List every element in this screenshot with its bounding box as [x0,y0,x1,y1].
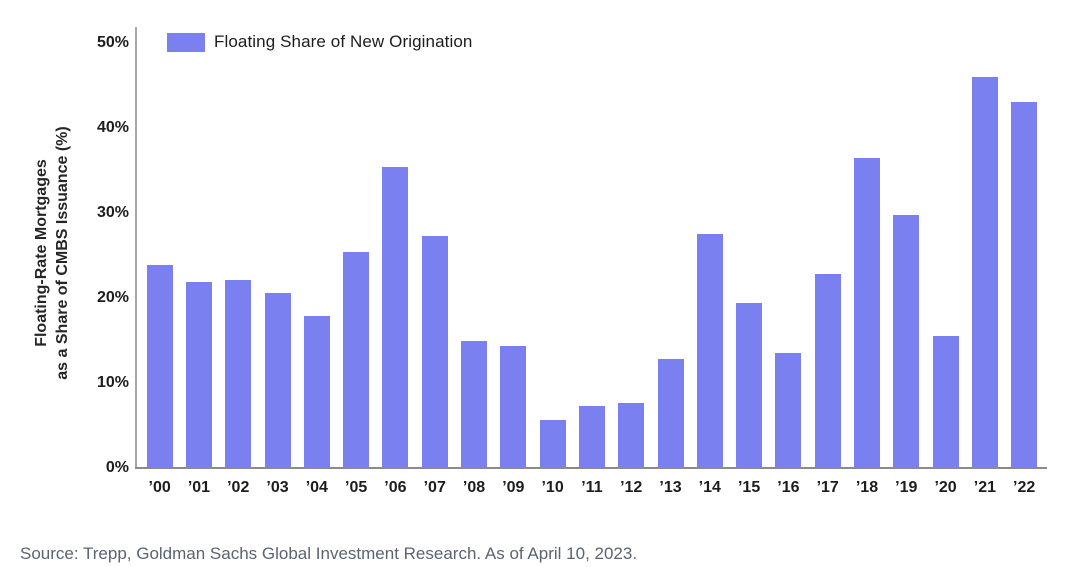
bar-slot [454,43,493,467]
bar-slot [415,43,454,467]
x-tick-label: ’06 [384,479,407,496]
legend-label: Floating Share of New Origination [214,32,473,51]
x-tick-label: ’07 [423,479,446,496]
bar-’19 [893,215,920,467]
source-note: Source: Trepp, Goldman Sachs Global Inve… [20,544,638,563]
bars [140,43,1044,467]
bar-’11 [578,405,605,467]
bar-’13 [657,359,684,467]
bar-’12 [618,403,645,467]
plot-area [135,27,1047,469]
bar-slot [140,43,179,467]
bar-slot [258,43,297,467]
bar-slot [179,43,218,467]
bar-’20 [932,335,959,467]
bar-’00 [146,265,173,467]
bar-’16 [775,353,802,467]
x-tick-label: ’21 [973,479,996,496]
bar-’05 [343,252,370,467]
bar-’15 [736,302,763,467]
bar-slot [336,43,375,467]
x-tick-label: ’02 [227,479,250,496]
x-tick-label: ’19 [895,479,918,496]
bar-’14 [696,233,723,467]
bar-’22 [1011,102,1038,467]
bar-’01 [185,282,212,467]
bar-’06 [382,166,409,467]
bar-slot [887,43,926,467]
bar-’08 [461,340,488,467]
bar-slot [1005,43,1044,467]
x-tick-label: ’18 [855,479,879,496]
x-tick-label: ’03 [266,479,289,496]
x-tick-label: ’15 [737,479,761,496]
bar-slot [376,43,415,467]
bar-slot [769,43,808,467]
x-tick-label: ’12 [620,479,643,496]
x-axis-line [135,467,1047,469]
y-tick-label: 0% [105,459,129,476]
x-tick-label: ’05 [345,479,368,496]
x-tick-label: ’22 [1013,479,1036,496]
x-tick-label: ’09 [502,479,525,496]
bar-slot [926,43,965,467]
bar-’02 [225,280,252,467]
bar-slot [729,43,768,467]
x-tick-label: ’08 [462,479,486,496]
bar-slot [572,43,611,467]
legend-swatch [167,32,205,52]
bar-slot [690,43,729,467]
bar-slot [612,43,651,467]
bar-’21 [971,76,998,467]
legend: Floating Share of New Origination [167,32,472,52]
y-tick-label: 20% [96,289,129,306]
bar-’10 [539,419,566,467]
y-tick-label: 40% [96,119,129,136]
x-tick-label: ’04 [305,479,328,496]
bar-’09 [500,345,527,467]
bar-slot [494,43,533,467]
bar-slot [651,43,690,467]
bar-slot [847,43,886,467]
x-tick-label: ’14 [698,479,721,496]
y-tick-label: 50% [96,34,129,51]
bar-slot [533,43,572,467]
x-tick-label: ’13 [659,479,682,496]
bar-’03 [264,293,291,467]
y-tick-label: 30% [96,204,129,221]
y-axis-ticks: 50% 40% 30% 20% 10% 0% [0,34,129,476]
bar-’07 [421,236,448,467]
bar-slot [297,43,336,467]
x-tick-label: ’16 [777,479,800,496]
bar-slot [219,43,258,467]
x-tick-label: ’00 [148,479,171,496]
x-tick-label: ’17 [816,479,839,496]
x-tick-label: ’10 [541,479,564,496]
bar-slot [808,43,847,467]
bar-slot [965,43,1004,467]
bar-’17 [814,273,841,467]
x-axis-labels: ’00 ’01 ’02 ’03 ’04 ’05 ’06 ’07 ’08 ’09 ’10 ’11 ’12 ’… [140,479,1044,497]
bar-’18 [853,158,880,467]
x-tick-label: ’11 [581,479,603,496]
y-axis-line [135,27,137,468]
x-tick-label: ’01 [187,479,211,496]
bar-’04 [303,316,330,467]
y-tick-label: 10% [96,374,129,391]
x-tick-label: ’20 [934,479,957,496]
